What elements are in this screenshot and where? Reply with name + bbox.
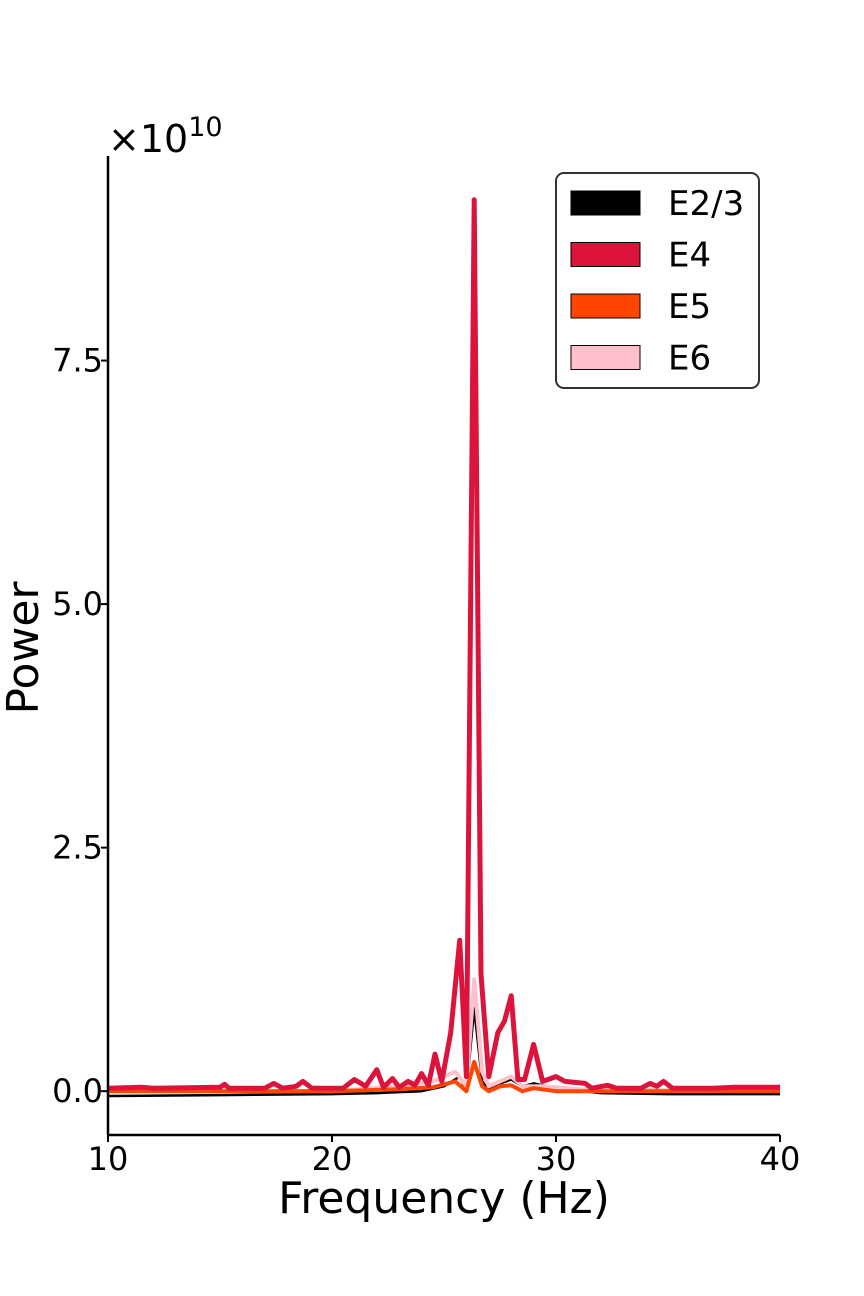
- legend: E2/3 E4 E5 E6: [555, 172, 760, 389]
- x-tick-label: 10: [88, 1140, 129, 1178]
- legend-swatch: [570, 242, 641, 267]
- x-axis-label: Frequency (Hz): [278, 1173, 610, 1224]
- y-tick-label: 2.5: [52, 829, 103, 867]
- legend-swatch: [570, 345, 641, 370]
- legend-frame: [555, 172, 760, 389]
- legend-label: E4: [668, 236, 711, 276]
- legend-items: E2/3 E4 E5 E6: [570, 184, 744, 379]
- y-offset-exponent: 10: [188, 112, 222, 143]
- series-line-e5: [108, 1059, 780, 1094]
- y-tick-label: 7.5: [52, 342, 103, 380]
- y-tick-label: 5.0: [52, 585, 103, 623]
- legend-label: E2/3: [668, 184, 744, 224]
- legend-label: E6: [668, 339, 711, 379]
- legend-swatch: [570, 293, 641, 319]
- x-ticks: 10 20 30 40: [88, 1135, 801, 1178]
- legend-swatch: [570, 190, 641, 216]
- y-tick-label: 0.0: [52, 1072, 103, 1110]
- y-axis-label: Power: [0, 581, 49, 715]
- x-tick-label: 30: [536, 1140, 577, 1178]
- y-offset-base: ×10: [108, 117, 188, 161]
- legend-label: E5: [668, 287, 711, 327]
- series-line-e4: [108, 197, 780, 1091]
- y-offset-label: ×1010: [108, 112, 223, 161]
- series-layer: [108, 197, 780, 1098]
- x-tick-label: 20: [312, 1140, 353, 1178]
- x-tick-label: 40: [760, 1140, 801, 1178]
- y-ticks: 0.0 2.5 5.0 7.5: [52, 342, 108, 1110]
